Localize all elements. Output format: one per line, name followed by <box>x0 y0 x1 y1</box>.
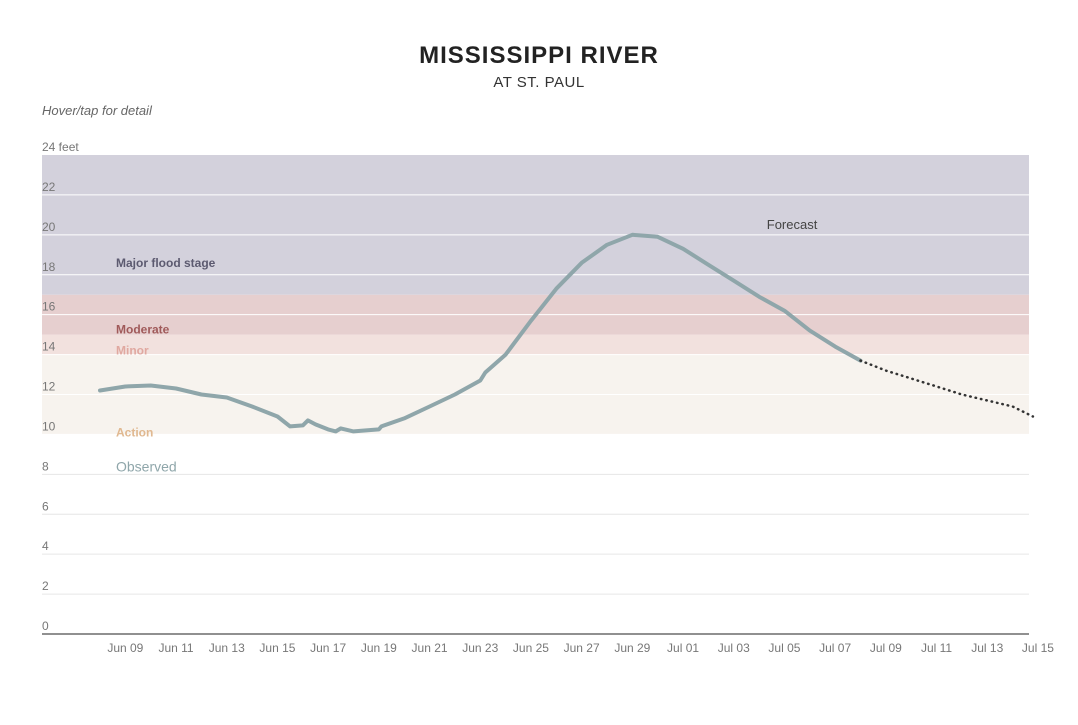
band-label-action: Action <box>116 425 153 439</box>
x-tick-label: Jun 09 <box>107 641 143 655</box>
x-tick-label: Jul 05 <box>768 641 800 655</box>
x-tick-label: Jul 15 <box>1022 641 1054 655</box>
band-major-flood-stage <box>42 155 1029 295</box>
x-tick-label: Jul 01 <box>667 641 699 655</box>
x-tick-label: Jul 03 <box>718 641 750 655</box>
series-label-forecast: Forecast <box>767 217 818 232</box>
y-tick-label: 0 <box>42 619 49 633</box>
y-tick-label: 24 feet <box>42 140 79 154</box>
x-tick-label: Jun 19 <box>361 641 397 655</box>
x-tick-label: Jun 15 <box>259 641 295 655</box>
x-tick-label: Jun 21 <box>412 641 448 655</box>
x-tick-label: Jun 11 <box>158 641 193 655</box>
y-tick-label: 4 <box>42 539 49 553</box>
y-axis-ticks: 0 2 4 6 8 10 12 14 16 18 20 22 24 feet <box>42 140 79 633</box>
chart-labels: Action Minor Moderate Major flood stage Obse… <box>116 217 818 474</box>
band-label-moderate: Moderate <box>116 323 170 337</box>
y-tick-label: 20 <box>42 220 56 234</box>
x-tick-label: Jun 13 <box>209 641 245 655</box>
y-tick-label: 16 <box>42 300 56 314</box>
x-tick-label: Jul 13 <box>971 641 1003 655</box>
y-tick-label: 6 <box>42 499 49 513</box>
chart-subtitle: AT ST. PAUL <box>493 74 585 91</box>
x-tick-label: Jun 29 <box>614 641 650 655</box>
y-tick-label: 2 <box>42 579 49 593</box>
hover-hint: Hover/tap for detail <box>42 103 152 118</box>
x-tick-label: Jul 11 <box>921 641 952 655</box>
series-lines <box>98 232 1035 434</box>
x-axis-ticks: Jun 09 Jun 11 Jun 13 Jun 15 Jun 17 Jun 19 Jun … <box>107 641 1054 655</box>
chart-title: MISSISSIPPI RIVER <box>419 42 659 69</box>
x-tick-label: Jun 27 <box>564 641 600 655</box>
x-tick-label: Jun 25 <box>513 641 549 655</box>
y-tick-label: 8 <box>42 459 49 473</box>
y-tick-label: 12 <box>42 380 56 394</box>
band-minor <box>42 334 1029 355</box>
x-tick-label: Jul 07 <box>819 641 851 655</box>
series-label-observed: Observed <box>116 458 177 474</box>
y-tick-label: 10 <box>42 419 56 433</box>
band-label-major-flood-stage: Major flood stage <box>116 256 216 270</box>
y-tick-label: 18 <box>42 260 56 274</box>
series-line-observed <box>98 232 863 434</box>
band-label-minor: Minor <box>116 344 149 358</box>
x-tick-label: Jun 17 <box>310 641 346 655</box>
series-line-forecast <box>859 359 1035 418</box>
y-tick-label: 14 <box>42 340 56 354</box>
x-tick-label: Jul 09 <box>870 641 902 655</box>
x-tick-label: Jun 23 <box>462 641 498 655</box>
y-tick-label: 22 <box>42 180 56 194</box>
